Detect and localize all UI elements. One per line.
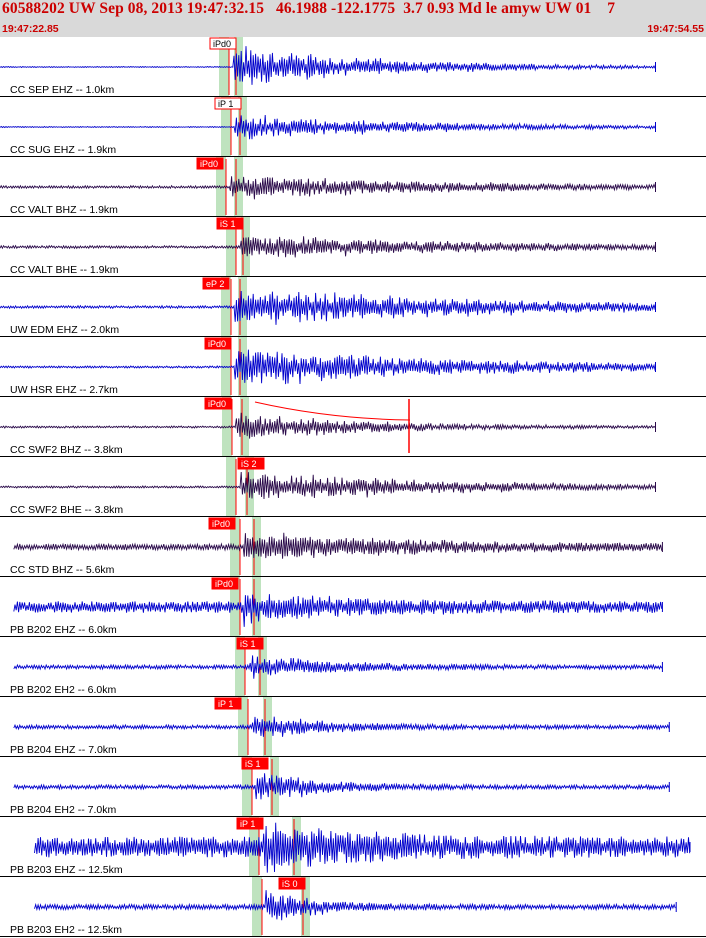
pick-tag [204, 337, 232, 350]
trace-row: UW EDM EHZ -- 2.0km eP 2 [0, 277, 706, 337]
station-label: CC VALT BHZ -- 1.9km [10, 204, 118, 216]
pick-tag-label: iS 0 [282, 879, 298, 889]
pick-tag-label: iPd0 [200, 159, 218, 169]
trace-row: CC SEP EHZ -- 1.0km iPd0 [0, 37, 706, 97]
waveform [34, 890, 676, 921]
pick-tag-label: iP 1 [218, 699, 233, 709]
pick-tag [236, 817, 264, 830]
pick-tag-label: iS 1 [245, 759, 261, 769]
event-header: 60588202 UW Sep 08, 2013 19:47:32.15 46.… [0, 0, 706, 37]
trace-row: PB B203 EHZ -- 12.5km iP 1 [0, 817, 706, 877]
p-window [238, 697, 248, 757]
time-start-label: 19:47:22.85 [2, 23, 59, 35]
s-window [238, 337, 247, 397]
pick-tag-label: iP 1 [240, 819, 255, 829]
pick-tag-label: iS 1 [240, 639, 256, 649]
pick-tag [214, 97, 242, 110]
station-label: CC VALT BHE -- 1.9km [10, 264, 119, 276]
pick-tag [211, 577, 239, 590]
station-label: PB B203 EH2 -- 12.5km [10, 924, 122, 936]
waveform [13, 716, 670, 737]
event-title: 60588202 UW Sep 08, 2013 19:47:32.15 46.… [2, 0, 616, 17]
trace-row: CC SUG EHZ -- 1.9km iP 1 [0, 97, 706, 157]
trace-row: PB B204 EHZ -- 7.0km iP 1 [0, 697, 706, 757]
s-window [234, 157, 243, 217]
s-window [240, 397, 249, 457]
pick-tag [208, 517, 236, 530]
trace-row: CC STD BHZ -- 5.6km iPd0 [0, 517, 706, 577]
trace-row: CC SWF2 BHE -- 3.8km iS 2 [0, 457, 706, 517]
pick-tag [202, 277, 230, 290]
amplitude-curve [254, 401, 411, 421]
pick-tag-label: iS 1 [220, 219, 236, 229]
pick-tag [216, 217, 244, 230]
station-label: PB B203 EHZ -- 12.5km [10, 864, 123, 876]
station-label: CC SEP EHZ -- 1.0km [10, 84, 114, 96]
waveform [0, 114, 656, 140]
station-label: UW HSR EHZ -- 2.7km [10, 384, 118, 396]
station-label: CC STD BHZ -- 5.6km [10, 564, 115, 576]
pick-tag-label: iS 2 [241, 459, 257, 469]
waveform [13, 594, 663, 627]
s-window [238, 97, 247, 157]
waveform [0, 471, 656, 500]
trace-row: CC SWF2 BHZ -- 3.8km iPd0 [0, 397, 706, 457]
trace-row: CC VALT BHE -- 1.9km iS 1 [0, 217, 706, 277]
pick-tag-label: iPd0 [212, 519, 230, 529]
p-window [216, 157, 226, 217]
waveform [13, 655, 663, 679]
station-label: PB B204 EH2 -- 7.0km [10, 804, 116, 816]
pick-tag [241, 757, 269, 770]
station-label: CC SWF2 BHZ -- 3.8km [10, 444, 123, 456]
waveform [0, 236, 656, 258]
waveform [0, 46, 656, 85]
trace-row: PB B202 EH2 -- 6.0km iS 1 [0, 637, 706, 697]
station-label: CC SUG EHZ -- 1.9km [10, 144, 116, 156]
waveform [0, 176, 656, 200]
trace-row: CC VALT BHZ -- 1.9km iPd0 [0, 157, 706, 217]
waveform [13, 773, 670, 800]
pick-tag-label: iPd0 [213, 39, 231, 49]
trace-row: PB B204 EH2 -- 7.0km iS 1 [0, 757, 706, 817]
station-label: UW EDM EHZ -- 2.0km [10, 324, 119, 336]
pick-tag [204, 397, 232, 410]
pick-tag [278, 877, 306, 890]
pick-tag [214, 697, 242, 710]
waveform [13, 532, 663, 559]
pick-tag [196, 157, 224, 170]
station-label: PB B204 EHZ -- 7.0km [10, 744, 117, 756]
pick-tag-label: iPd0 [215, 579, 233, 589]
station-label: PB B202 EH2 -- 6.0km [10, 684, 116, 696]
trace-row: PB B202 EHZ -- 6.0km iPd0 [0, 577, 706, 637]
pick-tag-label: iPd0 [208, 339, 226, 349]
waveform [34, 822, 691, 873]
s-window [238, 277, 247, 337]
s-window [252, 577, 261, 637]
station-label: CC SWF2 BHE -- 3.8km [10, 504, 123, 516]
trace-row: PB B203 EH2 -- 12.5km iS 0 [0, 877, 706, 937]
waveform [0, 412, 656, 439]
pick-tag [209, 37, 237, 50]
station-label: PB B202 EHZ -- 6.0km [10, 624, 117, 636]
trace-row: UW HSR EHZ -- 2.7km iPd0 [0, 337, 706, 397]
waveform [0, 349, 656, 385]
pick-tag [237, 457, 265, 470]
pick-tag-label: iPd0 [208, 399, 226, 409]
pick-tag-label: eP 2 [206, 279, 224, 289]
seismogram-plot: CC SEP EHZ -- 1.0km iPd0 CC SUG EHZ -- 1.9… [0, 37, 706, 937]
pick-tag [236, 637, 264, 650]
time-end-label: 19:47:54.55 [647, 23, 704, 35]
waveform [0, 290, 656, 325]
pick-tag-label: iP 1 [218, 99, 233, 109]
